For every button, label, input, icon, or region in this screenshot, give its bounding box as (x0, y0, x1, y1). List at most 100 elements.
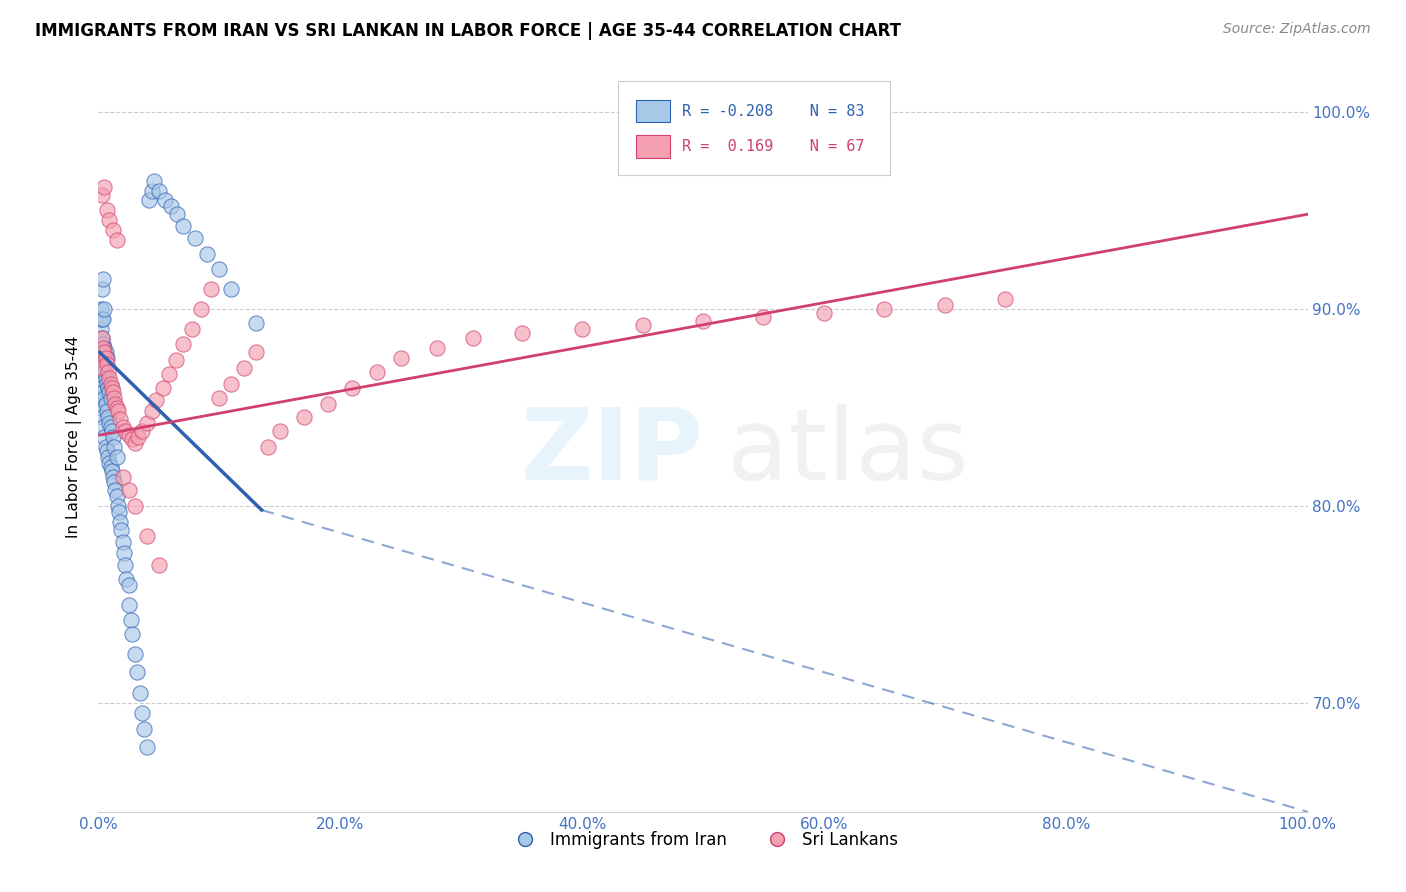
Point (108, 412, 131, 426)
Point (90, 371, 112, 385)
Point (107, 404, 129, 418)
Point (105, 450, 128, 464)
Point (91, 384, 114, 399)
Point (96, 376, 118, 391)
Point (96, 357, 118, 371)
Point (141, 404, 163, 418)
Point (91, 410, 114, 425)
Point (172, 219, 194, 233)
Point (91, 381, 114, 395)
Point (366, 365, 388, 379)
Point (91, 187, 114, 202)
Point (100, 391, 122, 405)
Point (120, 614, 142, 628)
Point (105, 401, 128, 415)
Point (93, 391, 115, 405)
Point (93, 430, 115, 444)
Point (180, 321, 202, 335)
Point (93, 301, 115, 316)
Point (153, 194, 176, 208)
Point (91, 361, 114, 376)
Point (994, 292, 1017, 306)
Point (269, 424, 291, 438)
Point (96, 404, 118, 418)
Point (692, 314, 714, 328)
Point (118, 578, 141, 592)
Point (342, 381, 364, 395)
Text: Source: ZipAtlas.com: Source: ZipAtlas.com (1223, 22, 1371, 37)
Point (90, 401, 112, 415)
Point (128, 686, 150, 700)
Point (152, 381, 174, 395)
Point (389, 351, 412, 366)
Point (94, 345, 117, 359)
Point (94, 440, 117, 454)
Point (200, 282, 222, 296)
Point (100, 459, 122, 474)
Point (89, 361, 111, 376)
Point (121, 432, 143, 446)
Point (111, 420, 134, 434)
Point (571, 321, 593, 335)
Point (245, 316, 267, 330)
Point (91, 311, 114, 326)
Point (184, 231, 207, 245)
Point (105, 489, 128, 503)
Point (100, 376, 122, 391)
Point (94, 371, 117, 385)
Text: atlas: atlas (727, 403, 969, 500)
Point (127, 665, 149, 679)
Point (91, 282, 114, 296)
Point (127, 430, 149, 444)
FancyBboxPatch shape (619, 81, 890, 175)
Bar (637, 135, 671, 158)
Point (118, 483, 141, 498)
Point (118, 428, 141, 442)
Point (104, 396, 127, 410)
Point (90, 361, 112, 376)
Point (97, 365, 120, 379)
Point (111, 534, 134, 549)
Point (89, 342, 111, 356)
Point (100, 424, 122, 438)
Point (135, 739, 157, 754)
Point (631, 318, 654, 332)
Point (101, 384, 124, 399)
Point (157, 367, 180, 381)
Legend: Immigrants from Iran, Sri Lankans: Immigrants from Iran, Sri Lankans (502, 824, 904, 855)
Point (172, 337, 194, 351)
Point (90, 321, 112, 335)
Point (98, 213, 121, 227)
Point (426, 342, 449, 356)
Point (100, 464, 122, 478)
Point (221, 282, 243, 296)
Point (93, 342, 115, 356)
Point (131, 706, 153, 720)
Point (752, 310, 775, 324)
Point (98, 456, 121, 470)
Point (118, 598, 141, 612)
Point (143, 174, 166, 188)
Point (256, 440, 278, 454)
Point (190, 301, 212, 316)
Point (463, 331, 485, 345)
Point (97, 450, 120, 464)
Point (115, 572, 138, 586)
Point (96, 203, 118, 218)
Point (160, 199, 183, 213)
Point (90, 301, 112, 316)
Point (873, 301, 896, 316)
Point (316, 396, 339, 410)
Point (221, 376, 243, 391)
Point (124, 647, 146, 661)
Point (208, 391, 231, 405)
Point (104, 483, 127, 498)
Point (107, 499, 129, 513)
Point (108, 515, 131, 529)
Point (108, 505, 131, 519)
Text: R = -0.208    N = 83: R = -0.208 N = 83 (682, 103, 865, 119)
Point (134, 722, 156, 736)
Point (91, 272, 114, 286)
Point (93, 365, 115, 379)
Point (91, 342, 114, 356)
